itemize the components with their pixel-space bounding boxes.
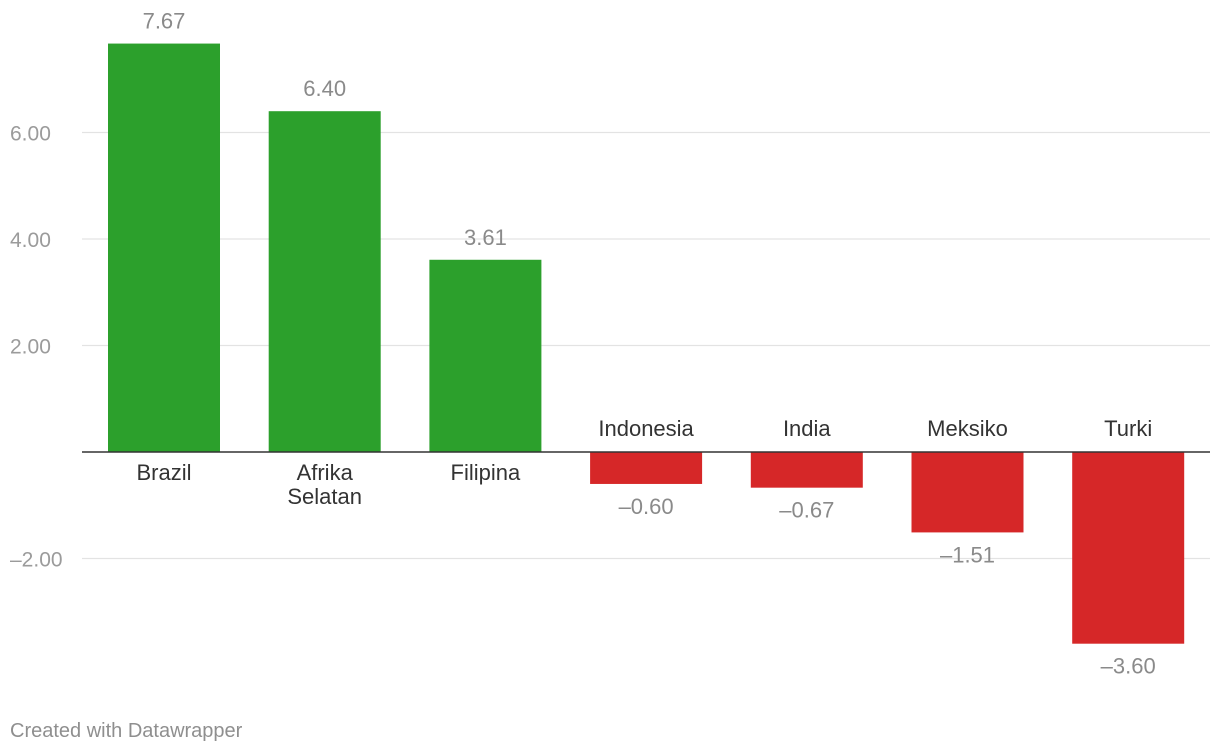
x-category-label: Afrika Selatan — [287, 460, 362, 509]
x-category-label: Indonesia — [598, 416, 694, 441]
data-label: 6.40 — [303, 76, 346, 101]
bar-afrika-selatan — [268, 111, 381, 452]
category-label-line: Turki — [1104, 416, 1152, 441]
category-label-line: Meksiko — [927, 416, 1008, 441]
bar-filipina — [429, 259, 542, 452]
y-axis-ticks: 6.00 4.00 2.00 –2.00 — [10, 123, 63, 572]
category-label-line: Brazil — [136, 460, 191, 485]
data-label: –1.51 — [940, 542, 995, 567]
x-category-label: Brazil — [136, 460, 191, 485]
bar-turki — [1072, 452, 1185, 644]
category-label-line: Indonesia — [598, 416, 694, 441]
x-category-label: Filipina — [451, 460, 521, 485]
data-label: –0.60 — [619, 494, 674, 519]
bars — [108, 43, 1185, 644]
credit-footer: Created with Datawrapper — [10, 720, 243, 742]
y-tick-label: 6.00 — [10, 123, 51, 146]
x-category-label: Meksiko — [927, 416, 1008, 441]
bar-india — [750, 452, 863, 488]
y-tick-label: –2.00 — [10, 549, 63, 572]
category-label-line: Filipina — [451, 460, 521, 485]
data-label: –0.67 — [779, 498, 834, 523]
labels: 7.67 Brazil 6.40 Afrika Selatan 3.61 Filipina –… — [136, 9, 1155, 679]
category-label-line: Afrika — [297, 460, 354, 485]
bar-indonesia — [590, 452, 703, 484]
x-category-label: Turki — [1104, 416, 1152, 441]
data-label: 7.67 — [143, 9, 186, 34]
bar-meksiko — [911, 452, 1024, 533]
category-label-line: India — [783, 416, 831, 441]
y-tick-label: 2.00 — [10, 336, 51, 359]
category-label-line: Selatan — [287, 484, 362, 509]
x-category-label: India — [783, 416, 831, 441]
data-label: 3.61 — [464, 225, 507, 250]
data-label: –3.60 — [1101, 654, 1156, 679]
y-tick-label: 4.00 — [10, 229, 51, 252]
bar-brazil — [108, 43, 220, 452]
